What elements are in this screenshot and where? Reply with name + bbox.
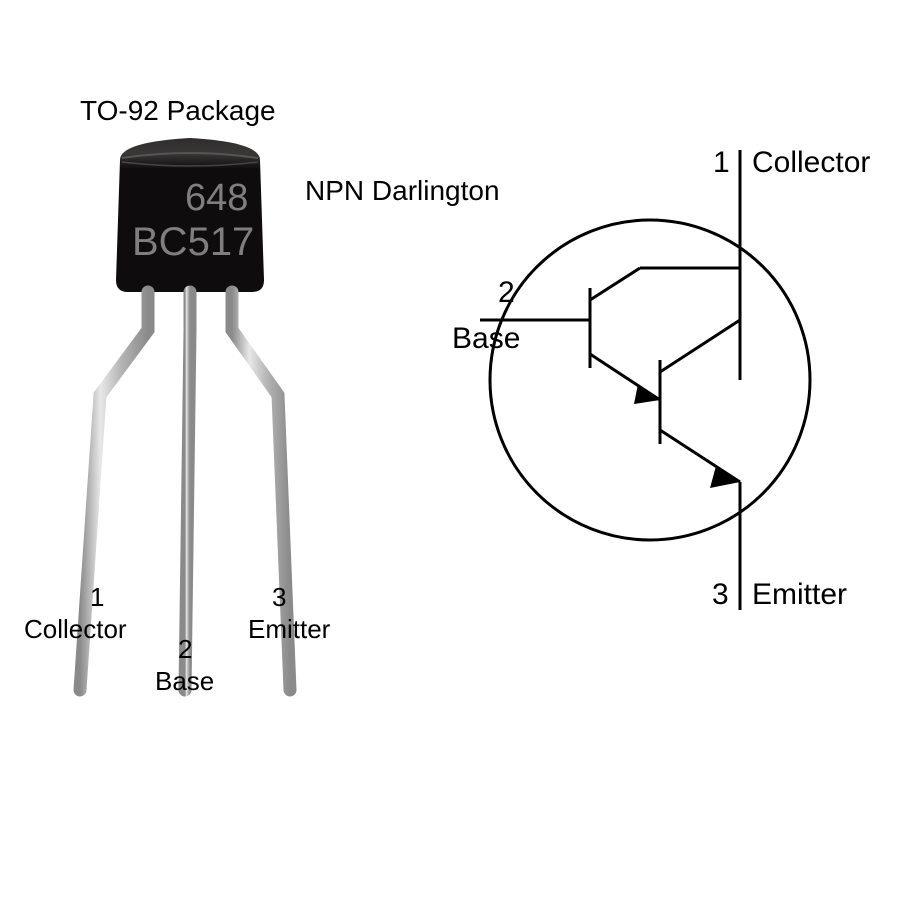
sch-pin3-name: Emitter	[752, 578, 847, 612]
sch-pin2-name: Base	[452, 322, 520, 356]
sch-pin3-num: 3	[712, 578, 729, 612]
sch-pin1-name: Collector	[752, 146, 870, 180]
sch-pin1-num: 1	[713, 146, 730, 180]
sch-pin2-num: 2	[498, 276, 515, 310]
schematic-symbol	[0, 0, 900, 900]
